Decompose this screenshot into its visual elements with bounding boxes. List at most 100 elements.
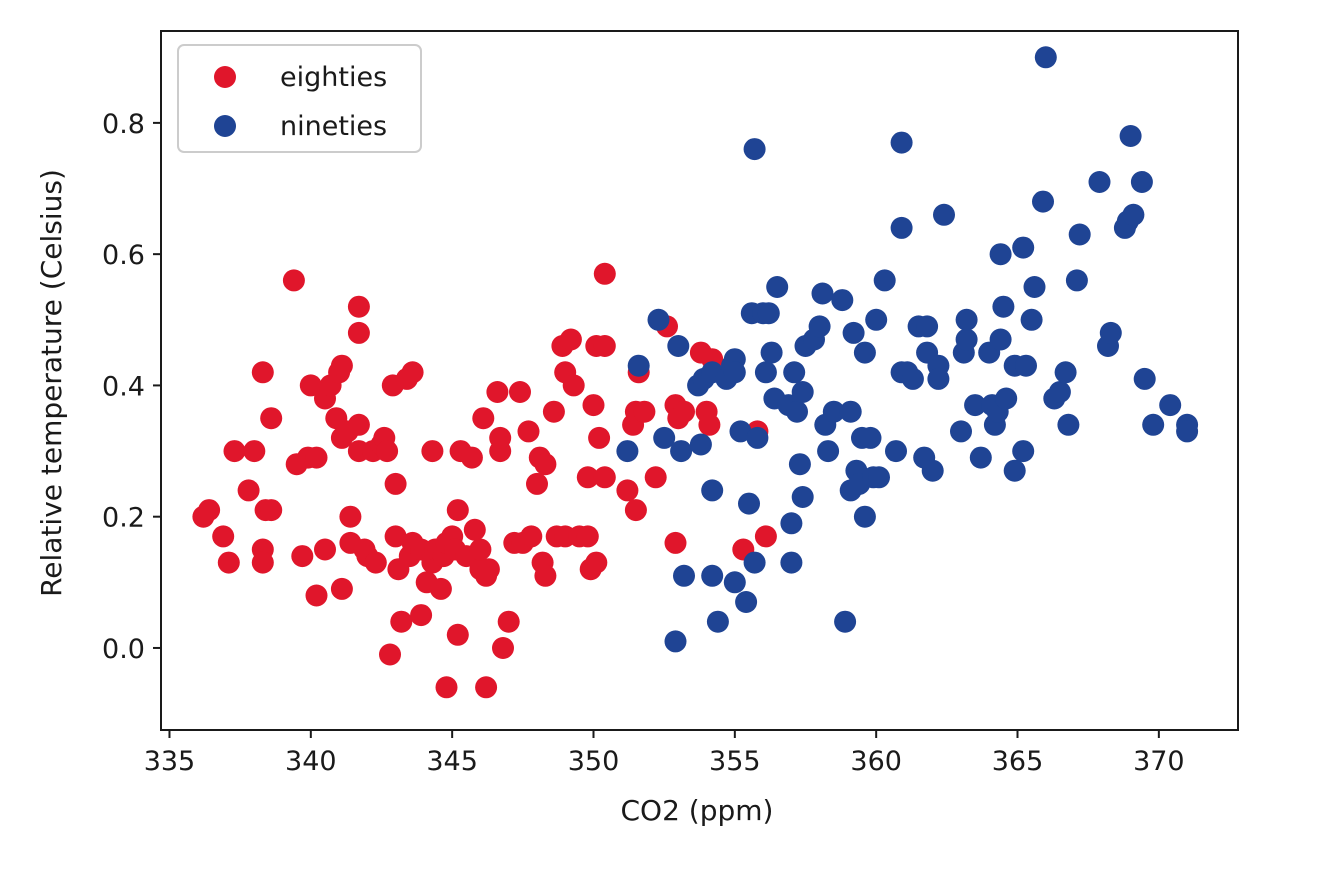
- data-point-eighties: [475, 676, 498, 699]
- data-point-eighties: [347, 321, 370, 344]
- data-point-eighties: [330, 577, 353, 600]
- data-point-eighties: [435, 676, 458, 699]
- data-point-nineties: [921, 459, 944, 482]
- data-point-nineties: [627, 354, 650, 377]
- data-point-nineties: [950, 420, 972, 443]
- data-point-nineties: [1133, 367, 1156, 390]
- data-point-nineties: [791, 486, 814, 508]
- data-point-eighties: [593, 466, 616, 489]
- data-point-nineties: [859, 426, 882, 449]
- data-point-eighties: [517, 420, 540, 443]
- data-point-eighties: [237, 479, 260, 502]
- data-point-eighties: [291, 545, 314, 568]
- data-point-nineties: [664, 630, 687, 653]
- data-point-eighties: [472, 407, 495, 430]
- y-tick-label: 0.8: [102, 109, 145, 140]
- data-point-nineties: [955, 308, 978, 331]
- data-point-nineties: [873, 269, 896, 292]
- data-point-nineties: [901, 367, 924, 390]
- data-point-eighties: [559, 328, 582, 351]
- data-point-eighties: [664, 531, 687, 554]
- data-point-nineties: [1122, 203, 1145, 226]
- data-point-eighties: [384, 525, 407, 548]
- data-point-eighties: [421, 440, 444, 463]
- legend-label-nineties: nineties: [280, 111, 387, 142]
- y-tick-label: 0.6: [102, 240, 145, 271]
- x-tick-label: 370: [1133, 746, 1185, 777]
- data-point-nineties: [1003, 459, 1026, 482]
- data-point-eighties: [698, 413, 721, 436]
- x-tick-label: 365: [992, 746, 1044, 777]
- data-point-nineties: [842, 321, 865, 344]
- data-point-nineties: [754, 361, 777, 384]
- data-point-eighties: [633, 400, 656, 423]
- data-point-nineties: [670, 440, 693, 463]
- data-point-nineties: [1065, 269, 1088, 292]
- data-point-eighties: [198, 499, 221, 522]
- data-point-nineties: [1159, 394, 1182, 417]
- data-point-nineties: [989, 328, 1012, 351]
- data-point-nineties: [831, 289, 854, 312]
- data-point-nineties: [701, 564, 724, 587]
- x-tick-label: 350: [568, 746, 620, 777]
- data-point-nineties: [995, 387, 1018, 410]
- legend-box: [177, 44, 422, 153]
- data-point-eighties: [364, 551, 387, 574]
- data-point-nineties: [834, 610, 857, 633]
- data-point-nineties: [1012, 236, 1035, 259]
- data-point-nineties: [1176, 420, 1199, 443]
- data-point-eighties: [526, 472, 548, 495]
- data-point-nineties: [653, 426, 676, 449]
- data-point-nineties: [735, 591, 758, 613]
- data-point-eighties: [384, 472, 407, 495]
- data-point-eighties: [243, 440, 266, 463]
- data-point-eighties: [314, 538, 336, 561]
- data-point-nineties: [1012, 440, 1035, 463]
- y-tick-label: 0.4: [102, 371, 145, 402]
- data-point-nineties: [927, 367, 950, 390]
- data-point-eighties: [401, 361, 424, 384]
- data-point-eighties: [509, 381, 531, 403]
- data-point-eighties: [520, 525, 543, 548]
- data-point-eighties: [305, 446, 328, 469]
- data-point-nineties: [766, 276, 789, 298]
- ticks-layer: 335 340 345 350 355 360 365 370 0.0 0.2 0.4 0.6 0.8: [102, 109, 1185, 777]
- data-point-nineties: [1057, 413, 1080, 436]
- data-point-eighties: [376, 440, 399, 463]
- data-point-eighties: [492, 637, 514, 659]
- x-tick-label: 360: [850, 746, 902, 777]
- data-point-nineties: [817, 440, 840, 463]
- legend-label-eighties: eighties: [280, 62, 387, 93]
- data-point-eighties: [585, 551, 608, 574]
- data-point-nineties: [964, 394, 987, 417]
- data-point-nineties: [791, 381, 814, 403]
- data-point-nineties: [865, 308, 888, 331]
- data-point-eighties: [542, 400, 565, 423]
- data-point-nineties: [1142, 413, 1165, 436]
- data-point-nineties: [689, 433, 712, 456]
- data-point-eighties: [260, 499, 283, 522]
- data-point-nineties: [743, 138, 766, 161]
- data-point-eighties: [644, 466, 667, 489]
- data-point-nineties: [890, 131, 913, 154]
- data-point-nineties: [1034, 46, 1057, 69]
- data-point-nineties: [992, 295, 1015, 318]
- data-point-nineties: [1015, 354, 1037, 377]
- data-point-nineties: [1099, 321, 1122, 344]
- data-point-nineties: [1088, 171, 1111, 193]
- data-point-eighties: [593, 262, 616, 285]
- data-point-nineties: [1130, 171, 1153, 193]
- data-point-eighties: [754, 525, 777, 548]
- data-point-eighties: [330, 354, 353, 377]
- data-point-eighties: [251, 551, 274, 574]
- x-tick-label: 340: [285, 746, 337, 777]
- data-point-nineties: [1020, 308, 1043, 331]
- data-point-eighties: [223, 440, 246, 463]
- data-point-nineties: [723, 361, 746, 384]
- data-point-nineties: [1032, 190, 1054, 213]
- data-point-nineties: [1048, 381, 1071, 403]
- data-point-eighties: [410, 604, 433, 627]
- data-point-eighties: [251, 361, 274, 384]
- y-tick-label: 0.2: [102, 503, 145, 534]
- data-point-nineties: [989, 243, 1012, 266]
